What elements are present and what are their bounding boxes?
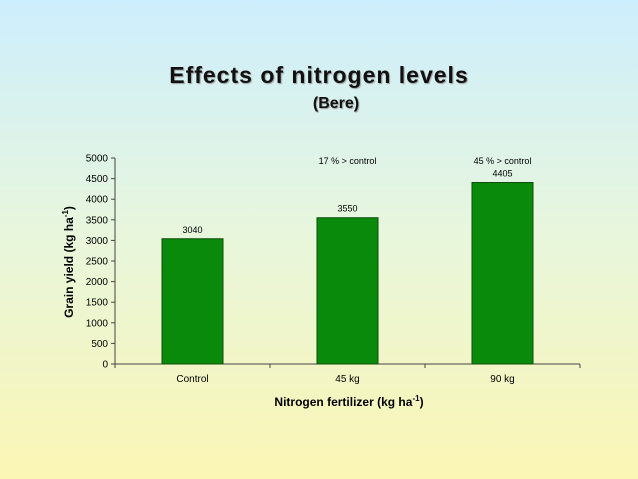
annotation: 45 % > control [474, 156, 532, 166]
y-tick-label: 3500 [86, 215, 109, 226]
x-axis-label: Nitrogen fertilizer (kg ha-1) [274, 394, 423, 409]
x-tick-label: 90 kg [490, 374, 514, 385]
y-axis-label: Grain yield (kg ha-1) [61, 206, 76, 318]
chart-bars [161, 182, 534, 365]
y-axis-label-end: ) [62, 206, 76, 210]
x-axis-label-end: ) [420, 395, 424, 409]
x-axis-label-main: Nitrogen fertilizer (kg ha [274, 395, 412, 409]
y-tick-label: 2500 [86, 257, 109, 268]
bar [161, 238, 224, 365]
data-label: 4405 [492, 169, 512, 179]
y-tick-label: 3000 [86, 236, 109, 247]
y-tick-label: 1500 [86, 298, 109, 309]
data-label: 3040 [182, 225, 202, 235]
x-tick-label: 45 kg [335, 374, 359, 385]
bar [471, 182, 534, 365]
y-tick-label: 4500 [86, 174, 109, 185]
slide-subtitle: (Bere) [312, 95, 360, 112]
y-tick-label: 4000 [86, 195, 109, 206]
slide-title: Effects of nitrogen levels [169, 62, 469, 88]
x-tick-label: Control [176, 374, 208, 385]
chart-labels: 3040 Control 3550 45 kg 4405 90 kg 17 % > cont… [176, 156, 531, 385]
y-axis-label-sup: -1 [61, 210, 70, 218]
y-tick-label: 2000 [86, 277, 109, 288]
y-tick-label: 500 [91, 339, 108, 350]
y-tick-label: 5000 [86, 154, 109, 165]
y-axis-label-main: Grain yield (kg ha [62, 217, 76, 318]
annotation: 17 % > control [319, 156, 377, 166]
data-label: 3550 [337, 204, 357, 214]
bar [316, 217, 379, 365]
y-tick-label: 0 [102, 360, 108, 371]
y-tick-label: 1000 [86, 318, 109, 329]
x-axis-label-sup: -1 [412, 394, 420, 403]
